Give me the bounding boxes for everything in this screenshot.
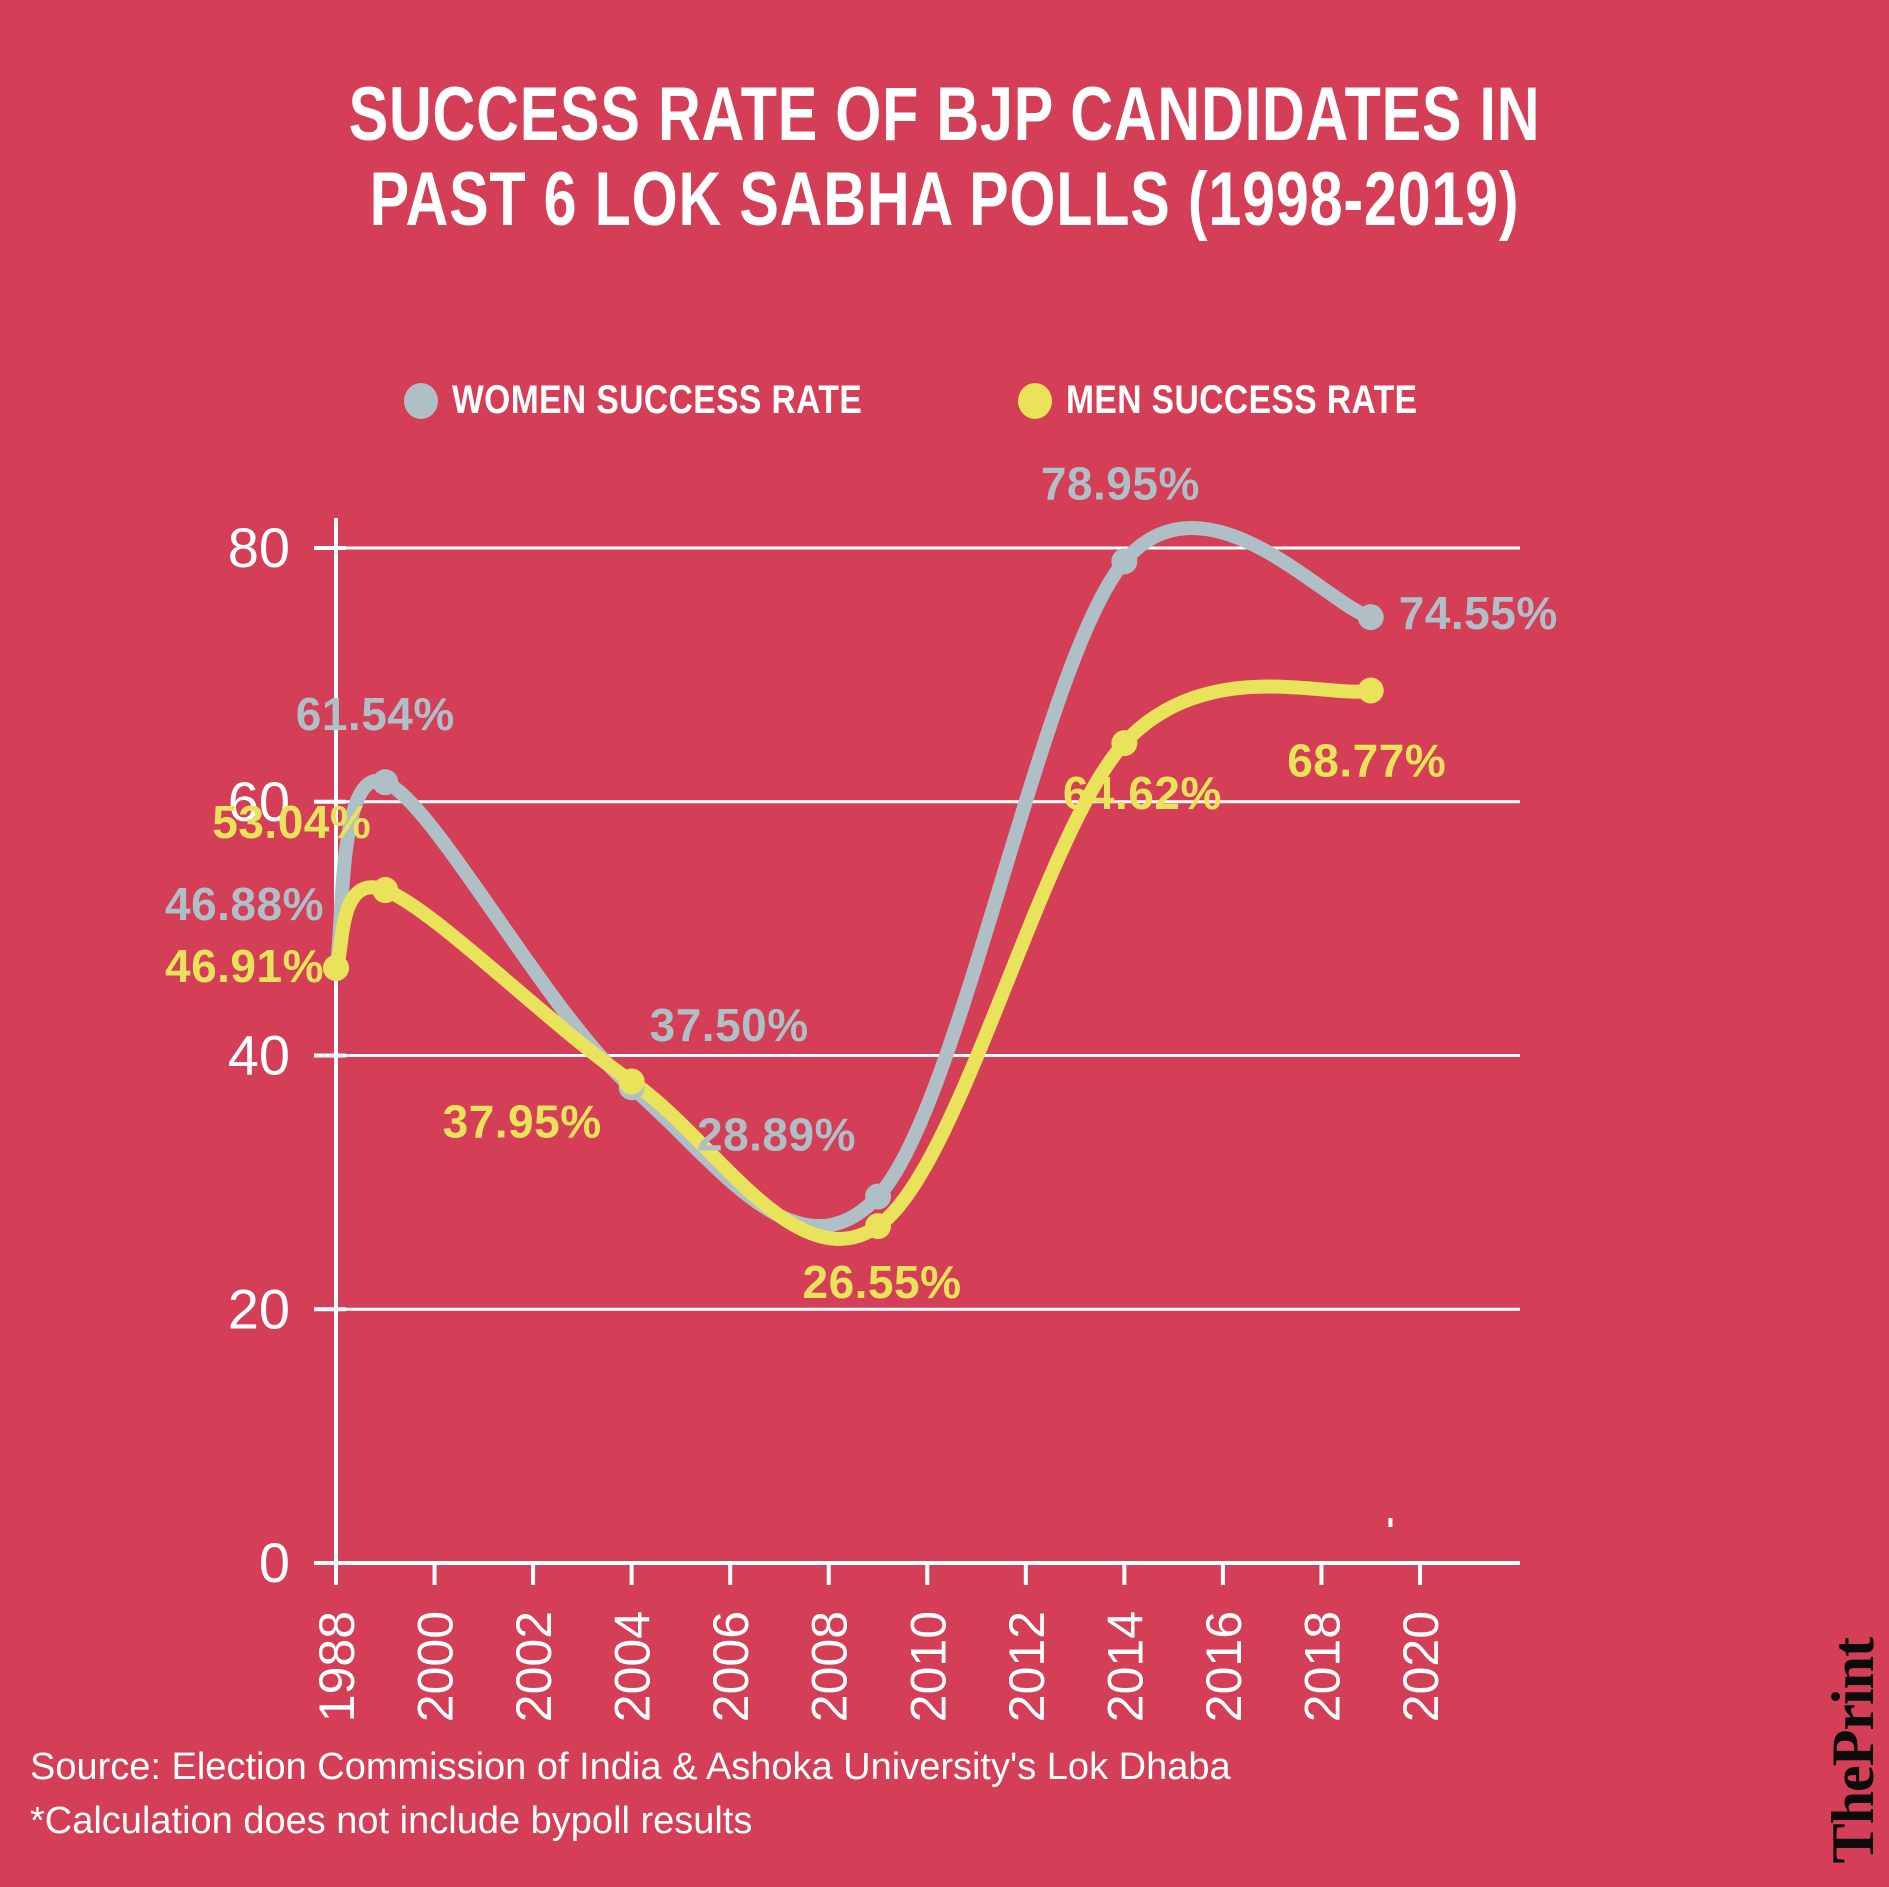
x-axis-label: 2018 bbox=[1294, 1611, 1350, 1722]
chart-legend: WOMEN SUCCESS RATE MEN SUCCESS RATE bbox=[0, 378, 1889, 423]
footnote-note: *Calculation does not include bypoll res… bbox=[30, 1800, 753, 1843]
footnote: Source: Election Commission of India & A… bbox=[30, 1741, 1231, 1849]
legend-label-men: MEN SUCCESS RATE bbox=[1066, 378, 1418, 422]
data-label: 53.04% bbox=[212, 796, 371, 848]
theprint-logo: ThePrint bbox=[1820, 1637, 1886, 1863]
legend-item-women[interactable]: WOMEN SUCCESS RATE bbox=[404, 378, 940, 423]
legend-item-men[interactable]: MEN SUCCESS RATE bbox=[1018, 378, 1484, 423]
data-label: 37.95% bbox=[443, 1096, 602, 1148]
data-point-marker[interactable] bbox=[865, 1183, 891, 1210]
data-label: 64.62% bbox=[1063, 767, 1222, 819]
y-axis-label: 60 bbox=[228, 770, 290, 833]
data-point-marker[interactable] bbox=[1357, 677, 1384, 704]
circle-marker-icon bbox=[1018, 382, 1053, 419]
data-label: 46.91% bbox=[165, 940, 324, 992]
x-axis-label: 2000 bbox=[408, 1611, 464, 1722]
data-point-marker[interactable] bbox=[618, 1068, 645, 1095]
page-title: SUCCESS RATE OF BJP CANDIDATES IN PAST 6… bbox=[208, 72, 1681, 242]
data-label: 28.89% bbox=[697, 1108, 856, 1160]
data-point-marker[interactable] bbox=[1111, 548, 1138, 575]
data-point-marker[interactable] bbox=[1111, 730, 1138, 757]
circle-marker-icon bbox=[404, 382, 439, 419]
x-axis-label: 1988 bbox=[309, 1611, 365, 1722]
legend-label-women: WOMEN SUCCESS RATE bbox=[452, 378, 863, 422]
x-axis-label: 2014 bbox=[1097, 1611, 1153, 1722]
data-label: 37.50% bbox=[650, 999, 809, 1051]
y-axis-label: 20 bbox=[228, 1277, 290, 1340]
data-point-marker[interactable] bbox=[1357, 604, 1384, 631]
y-axis-label: 40 bbox=[228, 1024, 290, 1087]
data-point-marker[interactable] bbox=[372, 877, 399, 904]
x-axis-label: 2002 bbox=[506, 1611, 562, 1722]
data-point-marker[interactable] bbox=[323, 954, 349, 981]
y-axis-label: 0 bbox=[259, 1531, 290, 1594]
x-axis-label: 2012 bbox=[999, 1611, 1055, 1722]
data-point-marker[interactable] bbox=[372, 769, 399, 796]
x-axis-label: 2016 bbox=[1196, 1611, 1252, 1722]
footnote-source: Source: Election Commission of India & A… bbox=[30, 1746, 1231, 1789]
x-axis-label: 2010 bbox=[900, 1611, 956, 1722]
data-label: 26.55% bbox=[802, 1256, 961, 1308]
data-label: 46.88% bbox=[165, 878, 324, 930]
data-label: 74.55% bbox=[1399, 587, 1558, 639]
title-line-2: PAST 6 LOK SABHA POLLS (1998-2019) bbox=[369, 157, 1520, 243]
x-axis-label: 2008 bbox=[802, 1611, 858, 1722]
data-label: 68.77% bbox=[1287, 734, 1446, 786]
x-axis-label: 2020 bbox=[1393, 1611, 1449, 1722]
y-axis-label: 80 bbox=[228, 516, 290, 579]
x-axis-label: 2006 bbox=[703, 1611, 759, 1722]
data-point-marker[interactable] bbox=[865, 1213, 891, 1240]
x-axis-label: 2004 bbox=[605, 1611, 661, 1722]
title-line-1: SUCCESS RATE OF BJP CANDIDATES IN bbox=[348, 72, 1541, 157]
data-label: 78.95% bbox=[1041, 457, 1200, 509]
data-label: 61.54% bbox=[296, 688, 455, 740]
